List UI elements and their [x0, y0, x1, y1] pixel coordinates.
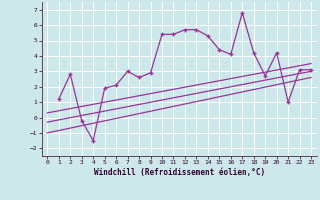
X-axis label: Windchill (Refroidissement éolien,°C): Windchill (Refroidissement éolien,°C) — [94, 168, 265, 177]
